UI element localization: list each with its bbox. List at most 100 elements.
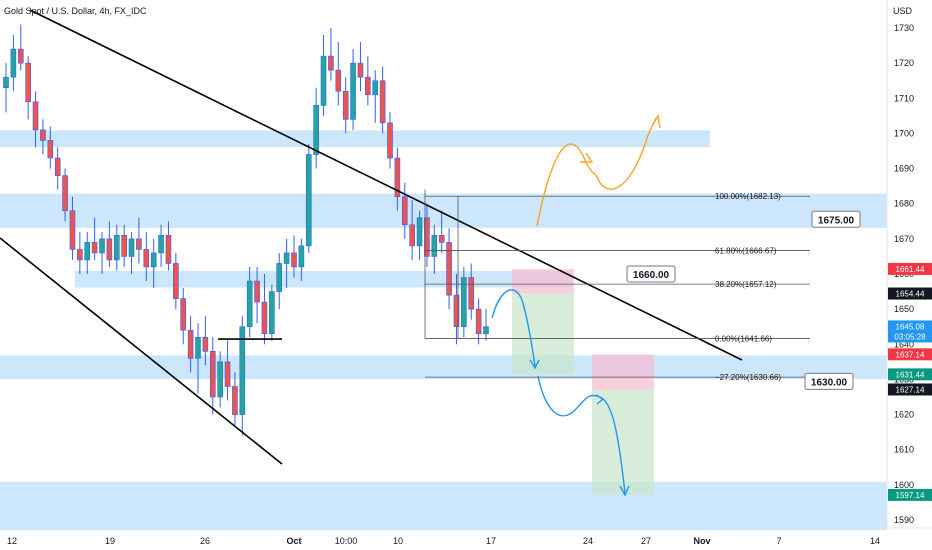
candle [387, 112, 393, 169]
fib-level-label: 38.20%(1657.12) [715, 280, 777, 289]
projection-path-up [595, 117, 657, 190]
y-tick-label: 1710 [894, 93, 914, 103]
candle [180, 288, 187, 345]
candle [158, 224, 164, 267]
callout-1675.00: 1675.00 [811, 210, 861, 228]
callout-box [811, 210, 861, 228]
currency-label: USD [893, 6, 913, 16]
x-tick-label: 26 [200, 536, 210, 546]
candle [475, 298, 482, 345]
candle-body [10, 48, 17, 78]
candle [91, 217, 98, 260]
candle-body [446, 242, 452, 296]
candle [224, 340, 231, 401]
candle-body [416, 217, 423, 247]
candle [121, 224, 127, 267]
candle-body [357, 62, 364, 78]
candle-body [40, 129, 46, 141]
candle [379, 66, 386, 134]
candle-body [217, 361, 223, 398]
candle-body [424, 217, 430, 257]
candle [40, 119, 46, 155]
price-tag-label: 1627.14 [896, 385, 925, 394]
candle-body [483, 326, 489, 335]
price-tag-label: 1637.14 [896, 350, 925, 359]
price-callouts: 1675.00 1660.00 1630.00 [626, 210, 861, 390]
price-tag: 1637.14 [888, 348, 932, 361]
candle [283, 238, 290, 289]
price-tag-bg [888, 320, 932, 343]
candle [187, 316, 194, 373]
callout-1630.00: 1630.00 [804, 372, 854, 390]
x-tick-label: 10 [393, 536, 403, 546]
candle [25, 56, 31, 120]
price-tag-label: 1597.14 [896, 491, 925, 500]
candle [438, 210, 445, 253]
candle-body [298, 245, 305, 268]
y-tick-label: 1600 [894, 480, 914, 490]
candle [62, 168, 68, 222]
candle [99, 231, 105, 274]
candle [468, 263, 475, 320]
candle-body [3, 76, 9, 89]
price-tag: 1661.44 [888, 262, 932, 275]
candle [461, 266, 467, 338]
candle [128, 231, 135, 274]
trade-boxes [512, 268, 654, 495]
candle-body [143, 249, 150, 268]
x-tick-label: 17 [486, 536, 496, 546]
risk-box-2 [592, 354, 654, 390]
candle-body [453, 294, 460, 328]
candle [232, 372, 238, 426]
fib-level-label: −27.20%(1630.66) [715, 373, 781, 382]
candle-body [25, 62, 31, 103]
y-tick-label: 1690 [894, 164, 914, 174]
candle [291, 235, 297, 278]
candle-body [342, 90, 349, 120]
candle-body [350, 62, 356, 120]
arrow-head [580, 152, 594, 163]
candle-body [202, 336, 209, 352]
candle [32, 91, 39, 148]
zone-0 [0, 130, 710, 147]
candle [150, 238, 157, 289]
candle-body [276, 263, 283, 292]
candle [113, 224, 120, 271]
candle-body [17, 48, 24, 64]
candle-body [32, 101, 39, 131]
y-tick-label: 1680 [894, 199, 914, 209]
candle-body [128, 238, 135, 257]
x-tick-label: Nov [693, 536, 710, 546]
price-tag-label: 1631.44 [896, 370, 925, 379]
candle [401, 182, 408, 239]
candle [431, 224, 438, 274]
fib-level-label: 100.00%(1682.13) [715, 192, 781, 201]
candle [69, 196, 76, 260]
candle [195, 323, 201, 394]
candle [335, 42, 342, 106]
candle-body [409, 224, 415, 247]
y-tick-label: 1590 [894, 515, 914, 525]
candle [17, 24, 24, 71]
candle [173, 252, 179, 310]
fibonacci-levels: 100.00%(1682.13) 61.80%(1666.67) 38.20%(16… [424, 189, 810, 382]
projection-path-down [491, 289, 536, 367]
descending-trendline-lower [0, 237, 283, 465]
arrow-head [529, 359, 540, 370]
candle-body [372, 80, 379, 96]
price-tag-label: 1645.08 [896, 322, 925, 331]
price-tag: 1654.44 [888, 287, 932, 300]
y-tick-label: 1620 [894, 410, 914, 420]
candle [217, 351, 223, 408]
candle-body [187, 329, 194, 359]
zone-2 [75, 271, 572, 288]
y-tick-label: 1610 [894, 445, 914, 455]
candle [254, 266, 260, 324]
candle-body [209, 351, 216, 398]
x-tick-label: 27 [641, 536, 651, 546]
time-axis[interactable]: 12 19 26 Oct 10:00 10 17 24 27 Nov 7 14 [7, 536, 880, 546]
candle-body [195, 336, 201, 359]
